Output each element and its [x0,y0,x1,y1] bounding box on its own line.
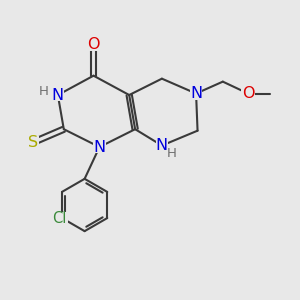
Text: H: H [167,147,176,161]
Text: N: N [52,88,64,103]
FancyBboxPatch shape [86,38,101,51]
FancyBboxPatch shape [190,87,202,100]
FancyBboxPatch shape [241,87,255,100]
FancyBboxPatch shape [51,212,68,224]
FancyBboxPatch shape [93,141,106,153]
FancyBboxPatch shape [26,136,39,149]
Text: Cl: Cl [52,211,67,226]
Text: N: N [93,140,106,154]
Text: O: O [87,37,100,52]
FancyBboxPatch shape [166,149,177,159]
Text: S: S [28,135,38,150]
FancyBboxPatch shape [38,86,49,97]
Text: N: N [190,86,202,101]
Text: N: N [156,138,168,153]
FancyBboxPatch shape [52,89,64,101]
Text: O: O [242,86,254,101]
FancyBboxPatch shape [156,139,168,152]
Text: H: H [39,85,49,98]
